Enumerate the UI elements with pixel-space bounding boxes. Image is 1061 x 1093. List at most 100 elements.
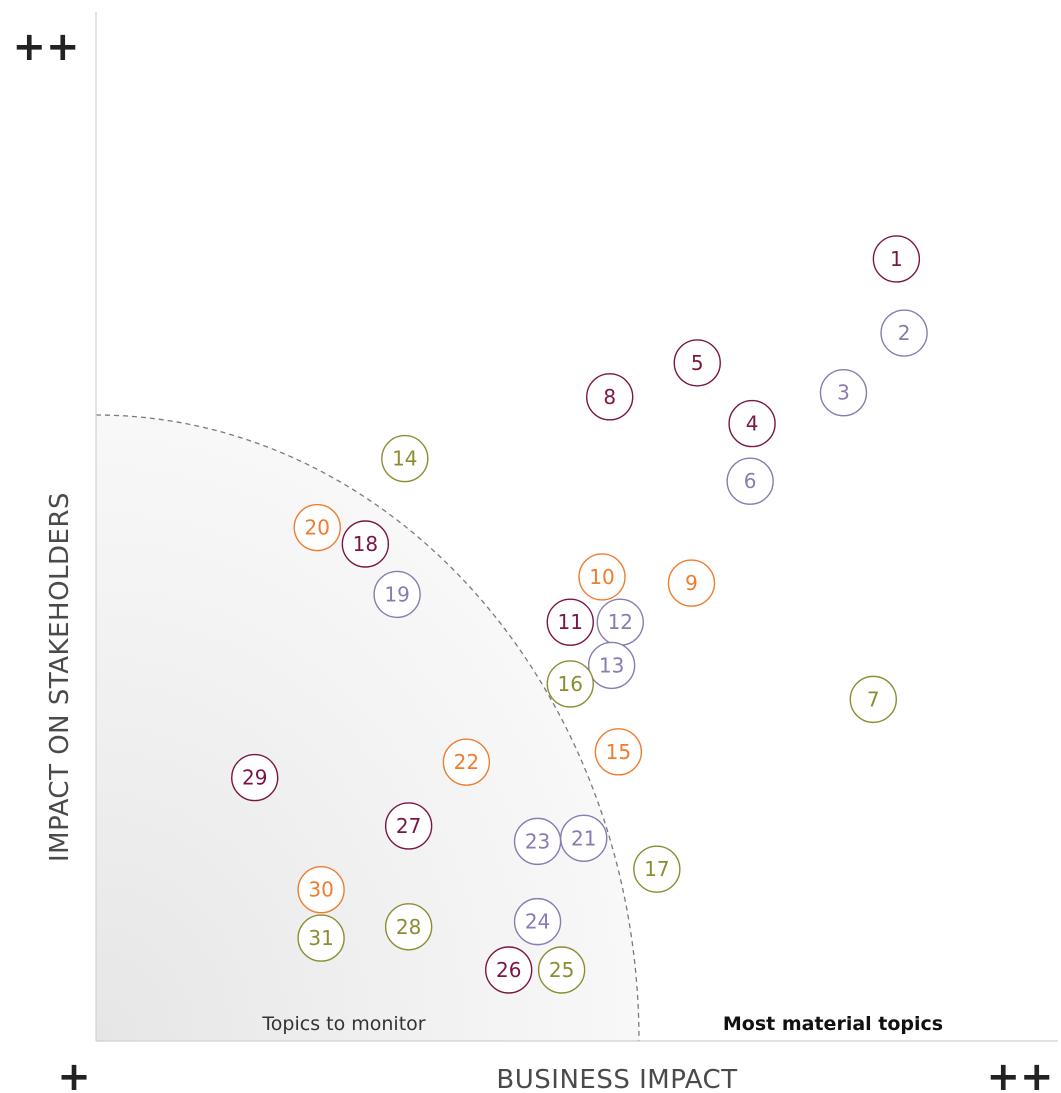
- topic-point-29: 29: [231, 753, 279, 802]
- monitor-boundary: [95, 414, 640, 1042]
- topic-marker: [849, 675, 897, 724]
- monitor-region: [96, 415, 639, 1041]
- topic-point-19: 19: [373, 570, 421, 619]
- topic-label: 11: [558, 610, 583, 634]
- topic-label: 30: [308, 878, 333, 902]
- topic-marker: [384, 903, 433, 951]
- topic-label: 14: [392, 447, 417, 471]
- topic-marker: [726, 457, 774, 505]
- material-region-label: Most material topics: [723, 1013, 943, 1035]
- topic-marker: [587, 641, 636, 690]
- topic-point-27: 27: [384, 802, 433, 850]
- topic-marker: [484, 946, 533, 994]
- y-axis-high-marker: ++: [12, 24, 79, 70]
- topic-marker: [297, 866, 345, 914]
- topic-point-7: 7: [849, 675, 897, 724]
- topic-point-22: 22: [442, 738, 491, 786]
- topic-label: 22: [454, 750, 479, 774]
- topic-marker: [381, 434, 429, 483]
- topic-label: 13: [599, 653, 624, 677]
- topic-marker: [667, 559, 716, 607]
- topic-label: 18: [353, 532, 378, 556]
- topic-marker: [819, 369, 868, 417]
- topic-label: 12: [608, 610, 633, 634]
- topic-label: 21: [571, 826, 596, 850]
- topic-point-20: 20: [293, 503, 341, 552]
- topic-point-13: 13: [587, 641, 636, 690]
- topic-point-1: 1: [872, 235, 921, 283]
- topic-point-17: 17: [633, 845, 681, 893]
- topic-label: 6: [744, 469, 757, 493]
- topic-point-24: 24: [513, 897, 562, 946]
- topic-marker: [442, 738, 491, 786]
- topic-marker: [578, 553, 626, 601]
- topic-marker: [513, 817, 562, 866]
- topic-label: 29: [242, 766, 267, 790]
- topic-point-12: 12: [596, 598, 644, 646]
- topic-point-28: 28: [384, 903, 433, 951]
- topic-marker: [537, 946, 586, 994]
- topic-label: 15: [606, 740, 631, 764]
- topic-label: 2: [898, 321, 911, 345]
- topic-label: 3: [837, 381, 850, 405]
- monitor-region-label: Topics to monitor: [261, 1013, 425, 1035]
- topic-label: 16: [558, 672, 583, 696]
- topic-point-25: 25: [537, 946, 586, 994]
- topic-label: 31: [308, 926, 333, 950]
- topic-marker: [673, 339, 721, 387]
- topic-label: 25: [549, 958, 574, 982]
- topic-marker: [384, 802, 433, 850]
- topic-point-14: 14: [381, 434, 429, 483]
- topic-marker: [341, 520, 390, 568]
- topic-marker: [594, 728, 643, 776]
- topic-marker: [293, 503, 341, 552]
- topic-label: 28: [396, 915, 421, 939]
- topic-point-10: 10: [578, 553, 626, 601]
- topic-label: 23: [525, 829, 550, 853]
- topic-point-15: 15: [594, 728, 643, 776]
- topic-point-18: 18: [341, 520, 390, 568]
- topic-label: 24: [525, 910, 550, 934]
- topic-point-2: 2: [880, 309, 928, 357]
- topic-marker: [586, 373, 634, 421]
- y-axis-title: IMPACT ON STAKEHOLDERS: [45, 492, 75, 862]
- topic-marker: [513, 897, 562, 946]
- topic-label: 26: [496, 958, 521, 982]
- x-axis-title: BUSINESS IMPACT: [496, 1065, 737, 1093]
- topic-label: 7: [867, 687, 880, 711]
- x-axis-low-marker: +: [57, 1054, 91, 1093]
- topic-label: 20: [305, 516, 330, 540]
- topic-marker: [373, 570, 421, 619]
- topic-label: 1: [890, 247, 903, 271]
- topic-point-3: 3: [819, 369, 868, 417]
- topic-label: 19: [384, 582, 409, 606]
- topic-marker: [728, 399, 776, 448]
- topic-marker: [872, 235, 921, 283]
- topic-marker: [297, 914, 345, 962]
- topic-label: 27: [396, 814, 421, 838]
- topic-point-9: 9: [667, 559, 716, 607]
- topic-label: 5: [691, 351, 704, 375]
- topic-point-16: 16: [546, 660, 594, 708]
- topic-label: 17: [644, 857, 669, 881]
- topic-point-26: 26: [484, 946, 533, 994]
- topic-label: 4: [746, 412, 759, 436]
- topic-point-5: 5: [673, 339, 721, 387]
- topic-marker: [880, 309, 928, 357]
- topic-point-6: 6: [726, 457, 774, 505]
- topic-point-8: 8: [586, 373, 634, 421]
- topic-point-11: 11: [546, 598, 594, 646]
- topic-marker: [231, 753, 279, 802]
- topic-label: 10: [589, 565, 614, 589]
- topic-marker: [546, 660, 594, 708]
- topic-point-4: 4: [728, 399, 776, 448]
- x-axis-high-marker: ++: [986, 1054, 1053, 1093]
- topic-point-31: 31: [297, 914, 345, 962]
- topic-label: 9: [685, 571, 698, 595]
- topic-point-21: 21: [560, 814, 608, 862]
- topic-point-23: 23: [513, 817, 562, 866]
- topic-label: 8: [603, 385, 616, 409]
- topic-marker: [546, 598, 594, 646]
